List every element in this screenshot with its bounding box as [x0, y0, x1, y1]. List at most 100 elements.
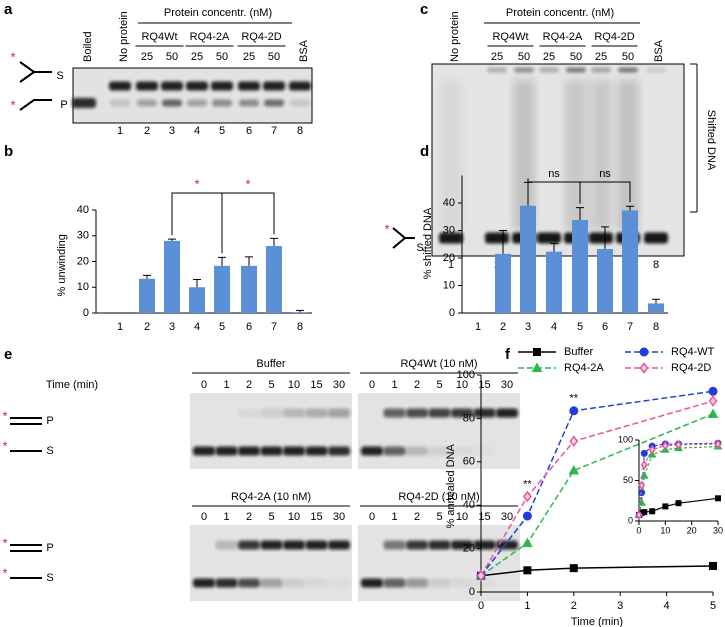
gel-band [474, 447, 496, 456]
gel [190, 393, 352, 469]
label-star: * [2, 565, 7, 580]
x-tick-label: 5 [219, 321, 225, 333]
y-tick-label: 20 [77, 255, 89, 267]
error-bar [168, 238, 176, 241]
gel-band [451, 578, 473, 588]
panel-label: a [4, 1, 13, 18]
marker [708, 386, 718, 396]
gel-band [109, 81, 131, 91]
label-star: * [10, 49, 15, 64]
gel-band [361, 578, 383, 588]
gel-band [238, 578, 260, 588]
gel-band [260, 578, 283, 588]
duplex-icon [19, 61, 52, 83]
bar [214, 265, 230, 313]
gel-title: RQ4-2A (10 nM) [231, 491, 311, 503]
gel-band [212, 99, 232, 107]
gel-band [646, 67, 666, 73]
bracket-label: Shifted DNA [705, 110, 717, 171]
x-tick-label: 2 [144, 321, 150, 333]
y-tick-label: 0 [469, 586, 475, 598]
gel-band [485, 232, 509, 244]
gel-band [260, 446, 283, 456]
legend-marker [531, 362, 543, 372]
lane-label: BSA [298, 39, 310, 62]
time-number: 0 [369, 379, 375, 391]
gel-band [187, 99, 207, 107]
band-label: P [60, 99, 67, 111]
time-number: 2 [414, 511, 420, 523]
header: Protein concentr. (nM) [506, 7, 614, 19]
y-tick-label: 10 [77, 281, 89, 293]
conc-label: 25 [491, 51, 503, 63]
marker [708, 395, 718, 407]
conc-label: 50 [622, 51, 634, 63]
product-icon [19, 99, 52, 111]
significance-bracket [527, 178, 631, 204]
time-number: 30 [501, 511, 513, 523]
conc-label: 25 [141, 51, 153, 63]
time-number: 10 [288, 379, 300, 391]
marker [675, 440, 682, 450]
gel-title: RQ4-2D (10 nM) [398, 491, 479, 503]
series-line [480, 565, 714, 577]
label-star: * [10, 97, 15, 112]
gel-title: Buffer [256, 358, 285, 370]
time-number: 15 [478, 379, 490, 391]
x-tick-label: 20 [687, 525, 697, 535]
bar [495, 253, 511, 313]
y-tick-label: 0 [83, 307, 89, 319]
lane-number: 8 [653, 259, 659, 271]
label-star: * [384, 221, 389, 236]
lane-label: BSA [653, 39, 665, 62]
x-tick-label: 4 [664, 600, 670, 612]
x-tick-label: 3 [525, 321, 531, 333]
conc-label: 50 [570, 51, 582, 63]
panel-label: d [420, 143, 429, 160]
error-bar [193, 279, 201, 288]
x-tick-label: 4 [194, 321, 200, 333]
band-label: S [56, 70, 63, 82]
conc-label: 25 [191, 51, 203, 63]
marker [662, 503, 669, 510]
gel-band [186, 81, 208, 91]
group-label: RQ4-2D [241, 31, 281, 43]
marker [661, 440, 669, 451]
gel-band [215, 540, 238, 550]
error-bar [296, 309, 304, 313]
gel-band [361, 446, 383, 456]
gel-band [328, 540, 350, 550]
panel-label: b [4, 143, 13, 160]
time-number: 10 [288, 511, 300, 523]
time-label: Time (min) [46, 379, 98, 391]
label-star: * [2, 535, 7, 550]
gel-band [566, 67, 586, 73]
x-tick-label: 5 [710, 600, 716, 612]
y-tick-label: 50 [623, 475, 633, 485]
y-tick-label: 10 [443, 279, 455, 291]
gel-smear [590, 80, 612, 230]
time-number: 15 [310, 511, 322, 523]
gel-band [305, 408, 328, 418]
y-tick-label: 40 [443, 197, 455, 209]
marker [640, 459, 648, 470]
bar [139, 278, 155, 313]
conc-label: 50 [518, 51, 530, 63]
x-tick-label: 0 [478, 600, 484, 612]
gel-band [305, 540, 328, 550]
gel-band [137, 99, 157, 107]
header: Protein concentr. (nM) [164, 7, 272, 19]
marker [638, 489, 646, 497]
y-tick-label: 30 [443, 224, 455, 236]
legend-marker [639, 362, 649, 374]
band-label: S [46, 445, 53, 457]
gel-band [238, 81, 260, 91]
gel-band [260, 540, 283, 550]
time-number: 0 [369, 511, 375, 523]
y-tick-label: 100 [457, 369, 475, 381]
marker [648, 444, 656, 455]
gel-band [162, 99, 182, 107]
gel-band [328, 579, 350, 588]
conc-label: 50 [216, 51, 228, 63]
